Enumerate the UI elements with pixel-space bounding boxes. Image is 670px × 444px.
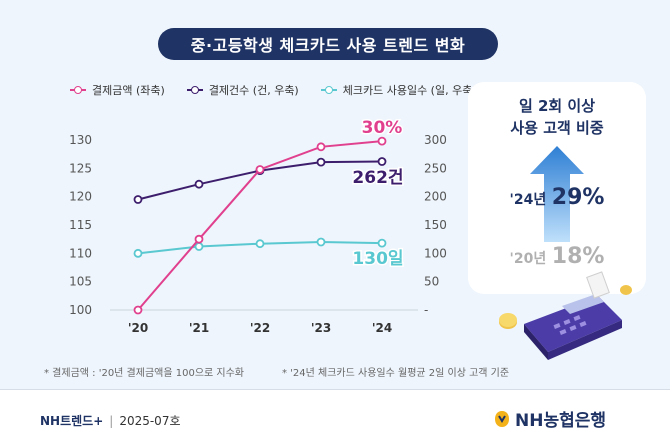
left-tick-label: 105	[69, 275, 92, 289]
legend-item: 결제금액 (좌축)	[70, 82, 165, 98]
annotation-count: 262건	[352, 168, 403, 188]
stat-2024: '24년 29%	[478, 185, 636, 210]
data-point	[133, 248, 143, 258]
left-tick-label: 125	[69, 161, 92, 175]
stat-2020: '20년 18%	[478, 244, 636, 269]
legend-swatch-icon	[320, 85, 337, 95]
x-tick-label: '22	[250, 321, 270, 335]
data-point	[377, 238, 387, 248]
chart-legend: 결제금액 (좌축) 결제건수 (건, 우축) 체크카드 사용일수 (일, 우축)	[70, 82, 477, 98]
left-tick-label: 110	[69, 246, 92, 260]
footer-issue: 2025-07호	[119, 414, 181, 428]
page-title-text: 중·고등학생 체크카드 사용 트렌드 변화	[190, 36, 466, 55]
side-panel: 일 2회 이상 사용 고객 비중 '24년 29% '20년 18%	[468, 82, 646, 294]
x-tick-label: '23	[311, 321, 331, 335]
left-tick-label: 115	[69, 218, 92, 232]
right-tick-label: 300	[424, 133, 447, 147]
right-tick-label: 200	[424, 190, 447, 204]
footer-brand-block: NH트렌드+ | 2025-07호	[40, 412, 181, 429]
right-tick-label: 50	[424, 275, 439, 289]
right-tick-label: 100	[424, 246, 447, 260]
annotation-amount: 30%	[362, 118, 403, 138]
footnote-right: * '24년 체크카드 사용일수 월평균 2일 이상 고객 기준	[282, 368, 510, 379]
legend-label: 결제금액 (좌축)	[92, 84, 165, 97]
data-point	[194, 234, 204, 244]
right-tick-label: 250	[424, 161, 447, 175]
legend-swatch-icon	[70, 85, 86, 95]
x-tick-label: '20	[128, 321, 148, 335]
footnote-left: * 결제금액 : '20년 결제금액을 100으로 지수화	[44, 368, 245, 379]
legend-label: 체크카드 사용일수 (일, 우축)	[342, 84, 477, 97]
nh-logo-icon	[495, 410, 509, 427]
infographic-card: 중·고등학생 체크카드 사용 트렌드 변화 결제금액 (좌축) 결제건수 (건, …	[0, 0, 670, 389]
page-title: 중·고등학생 체크카드 사용 트렌드 변화	[158, 28, 498, 60]
legend-item: 결제건수 (건, 우축)	[186, 82, 299, 98]
stat-2020-year: '20년	[509, 251, 547, 267]
up-arrow-icon	[530, 146, 584, 242]
data-point	[255, 239, 265, 249]
data-point	[255, 165, 265, 174]
nh-logo: NH농협은행	[494, 406, 606, 431]
footer-brand: NH트렌드+	[40, 414, 104, 428]
data-point	[377, 157, 387, 166]
left-tick-label: 100	[69, 303, 92, 317]
data-point	[133, 305, 143, 315]
footer-separator: |	[109, 414, 114, 428]
data-point	[377, 136, 387, 146]
annotation-days: 130일	[352, 249, 403, 269]
legend-swatch-icon	[186, 85, 203, 95]
line-chart: 100 105 110 115 120 125 130 - 50 100 150 200 250 300 '…	[69, 117, 447, 336]
footer: NH트렌드+ | 2025-07호 NH농협은행	[0, 389, 670, 444]
right-tick-label: 150	[424, 218, 447, 232]
right-tick-label: -	[424, 303, 428, 317]
stat-2020-value: 18%	[551, 244, 605, 269]
left-tick-label: 130	[69, 133, 92, 147]
data-point	[133, 195, 143, 204]
stat-2024-value: 29%	[551, 185, 605, 210]
legend-label: 결제건수 (건, 우축)	[208, 84, 299, 97]
data-point	[316, 237, 326, 247]
x-tick-label: '24	[372, 321, 392, 335]
data-point	[194, 242, 204, 251]
card-terminal-icon	[499, 271, 632, 360]
stat-2024-year: '24년	[509, 192, 547, 208]
x-tick-label: '21	[189, 321, 209, 335]
left-tick-label: 120	[69, 190, 92, 204]
legend-item: 체크카드 사용일수 (일, 우축)	[320, 82, 477, 98]
side-panel-title-line1: 일 2회 이상	[518, 97, 596, 115]
data-point	[316, 157, 326, 167]
data-point	[194, 179, 204, 189]
data-point	[316, 142, 326, 152]
side-panel-title-line2: 사용 고객 비중	[510, 119, 604, 137]
nh-logo-text: NH농협은행	[515, 411, 607, 431]
